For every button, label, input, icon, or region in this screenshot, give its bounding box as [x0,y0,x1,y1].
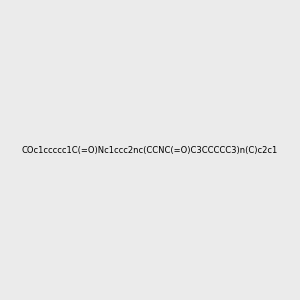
Text: COc1ccccc1C(=O)Nc1ccc2nc(CCNC(=O)C3CCCCC3)n(C)c2c1: COc1ccccc1C(=O)Nc1ccc2nc(CCNC(=O)C3CCCCC… [22,146,278,154]
